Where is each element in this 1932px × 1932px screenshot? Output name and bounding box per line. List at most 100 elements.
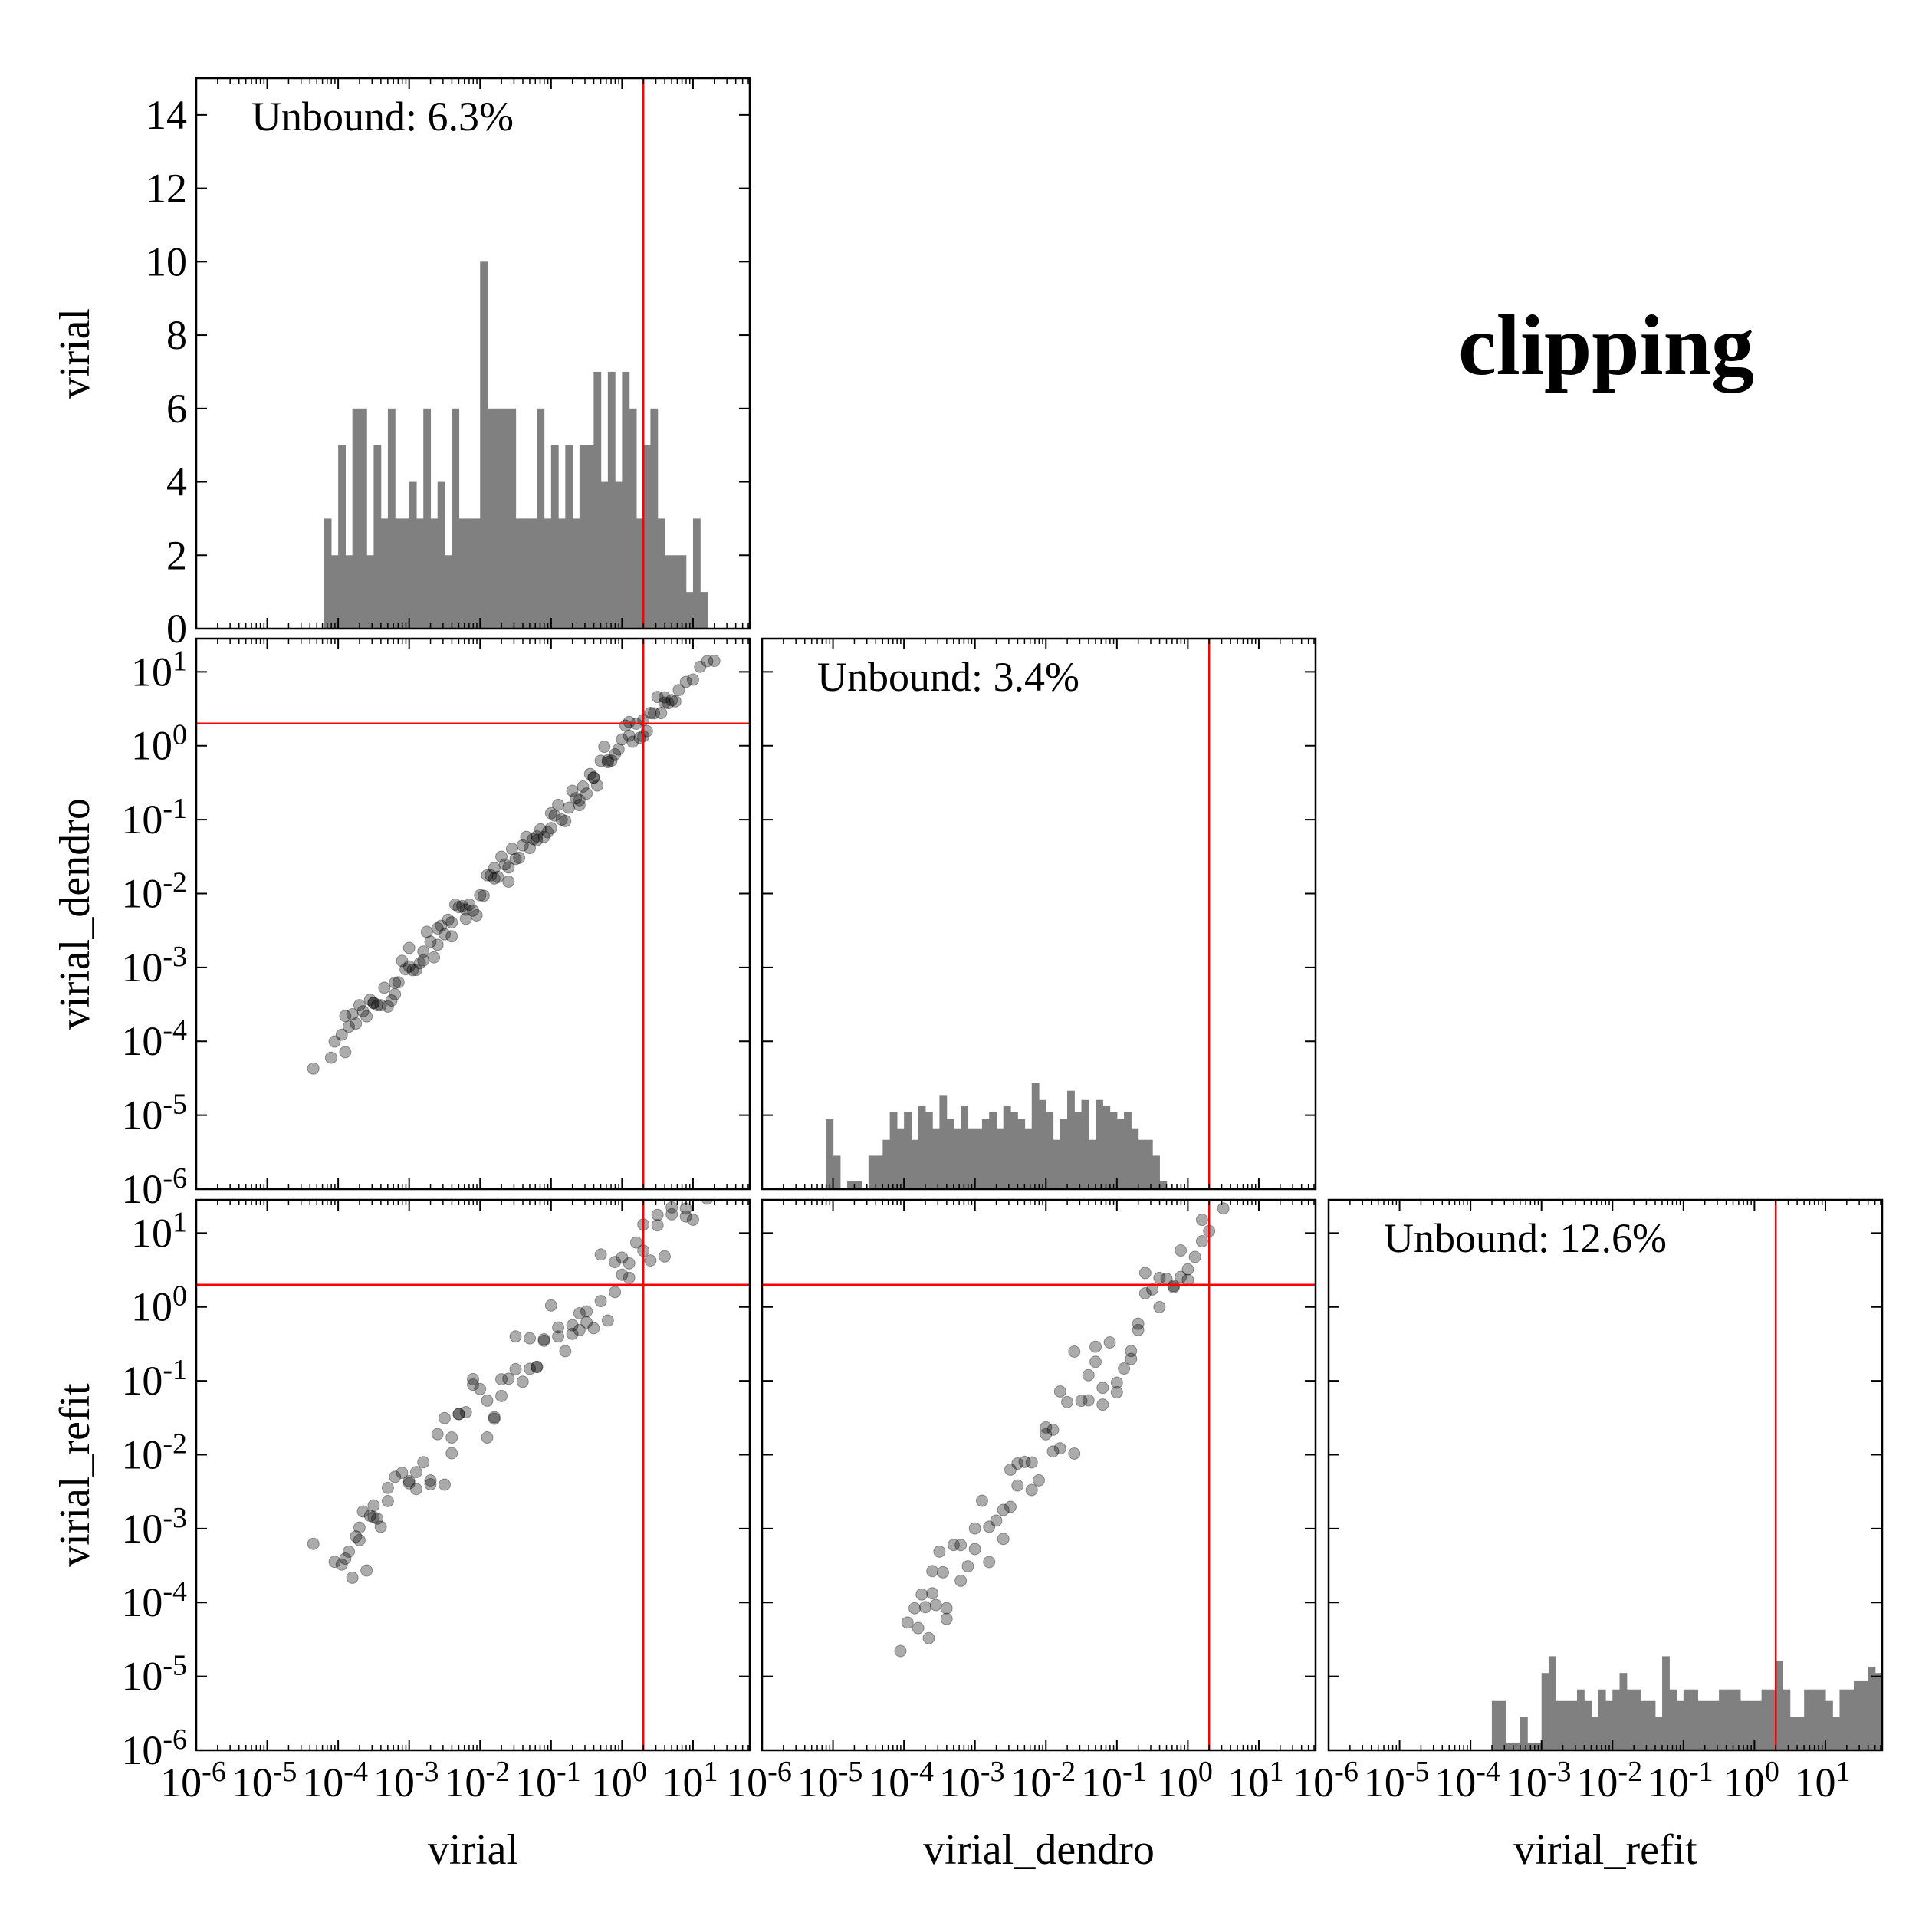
scatter-point [449, 898, 462, 911]
figure-title: clipping [1458, 298, 1754, 393]
scatter-point [922, 1631, 935, 1644]
scatter-point [601, 754, 614, 767]
histogram-bar [911, 1139, 919, 1189]
scatter-point [356, 1005, 370, 1018]
histogram-bar [324, 518, 332, 629]
scatter-point [662, 697, 675, 710]
histogram-bar [1612, 1689, 1621, 1750]
histogram-bar [1626, 1689, 1635, 1750]
histogram-bar [868, 1155, 876, 1189]
scatter-point [520, 830, 533, 843]
scatter-point [926, 1587, 939, 1600]
scatter-point [679, 1210, 692, 1223]
scatter-point [363, 1510, 376, 1523]
histogram-bar [565, 445, 573, 629]
histogram-bar [1832, 1717, 1841, 1750]
scatter-point [481, 869, 494, 882]
histogram-bar [1747, 1700, 1755, 1750]
scatter-point [1125, 1352, 1138, 1365]
scatter-point [531, 1361, 544, 1374]
scatter-point [594, 754, 607, 767]
histogram-bar [1917, 1701, 1925, 1750]
scatter-point [609, 1286, 622, 1299]
histogram-bar [607, 371, 616, 629]
y-tick-label: 2 [166, 532, 187, 578]
histogram-bar [1846, 1689, 1855, 1750]
scatter-point [488, 862, 501, 875]
scatter-point [1053, 1385, 1066, 1398]
scatter-point [378, 981, 391, 994]
scatter-point [544, 807, 557, 820]
histogram-bar [1548, 1656, 1556, 1750]
histogram-bar [1116, 1119, 1125, 1189]
histogram-bar [572, 518, 580, 629]
histogram-bar [1088, 1139, 1096, 1189]
scatter-point [1125, 1345, 1138, 1358]
scatter-point [1175, 1244, 1188, 1257]
scatter-point [694, 660, 707, 673]
histogram-bar [1569, 1700, 1578, 1750]
histogram-bar [1897, 1701, 1904, 1750]
scatter-point [1004, 1463, 1017, 1476]
x-tick-label: 100 [591, 1756, 647, 1806]
scatter-point [531, 830, 544, 843]
histogram-bar [1875, 1673, 1882, 1750]
scatter-point [1211, 1172, 1222, 1184]
scatter-point [438, 1478, 451, 1491]
scatter-point [708, 655, 721, 668]
scatter-point [467, 1372, 479, 1385]
scatter-point [552, 1321, 565, 1334]
scatter-point [562, 801, 575, 814]
scatter-point [648, 707, 661, 720]
scatter-point [392, 976, 405, 989]
scatter-point [566, 1319, 579, 1332]
histogram-bar [1152, 1155, 1160, 1189]
scatter-point [527, 833, 540, 846]
histogram-bar [1754, 1700, 1763, 1750]
scatter-point [481, 1394, 494, 1407]
scatter-point [929, 1598, 942, 1612]
scatter-point [360, 1564, 373, 1577]
x-tick-label: 10-1 [1081, 1756, 1147, 1806]
histogram-bar [1124, 1112, 1132, 1189]
scatter-point [431, 1428, 444, 1441]
scatter-point [409, 1483, 422, 1496]
scatter-point [997, 1533, 1010, 1546]
scatter-point [940, 1612, 953, 1625]
histogram-bar [1726, 1689, 1734, 1750]
scatter-point [601, 1314, 614, 1327]
scatter-point [961, 1560, 974, 1573]
histogram-bar [1046, 1112, 1054, 1189]
histogram-bar [1109, 1112, 1118, 1189]
scatter-point [580, 1316, 593, 1329]
scatter-point [672, 684, 685, 697]
histogram-bar [1039, 1099, 1046, 1189]
scatter-point [573, 1307, 586, 1320]
histogram-bar [1499, 1700, 1507, 1750]
histogram-bar [452, 408, 460, 629]
histogram-bar [1159, 1181, 1168, 1189]
scatter-point [424, 1474, 437, 1487]
scatter-point [1175, 1270, 1188, 1283]
scatter-point [505, 843, 518, 856]
scatter-point [431, 938, 444, 951]
scatter-point [1110, 1386, 1123, 1399]
scatter-point [445, 1447, 458, 1460]
histogram-bar [974, 1128, 983, 1189]
scatter-point [495, 1373, 508, 1386]
scatter-point [1040, 1421, 1053, 1434]
y-tick-label: 4 [166, 459, 187, 505]
scatter-point [609, 1256, 622, 1269]
histogram-bar [579, 445, 587, 629]
y-tick-label: 10-3 [121, 1502, 187, 1552]
scatter-point [328, 1035, 341, 1048]
y-tick-label: 10-2 [121, 1428, 187, 1477]
y-tick-label: 6 [166, 386, 187, 432]
scatter-point [644, 1254, 657, 1267]
x-tick-label: 10-3 [939, 1756, 1005, 1806]
histogram-bar [1003, 1105, 1011, 1189]
y-tick-label: 10-1 [121, 793, 187, 843]
scatter-point [346, 1571, 359, 1584]
scatter-point [570, 792, 583, 805]
scatter-point [402, 1477, 416, 1490]
